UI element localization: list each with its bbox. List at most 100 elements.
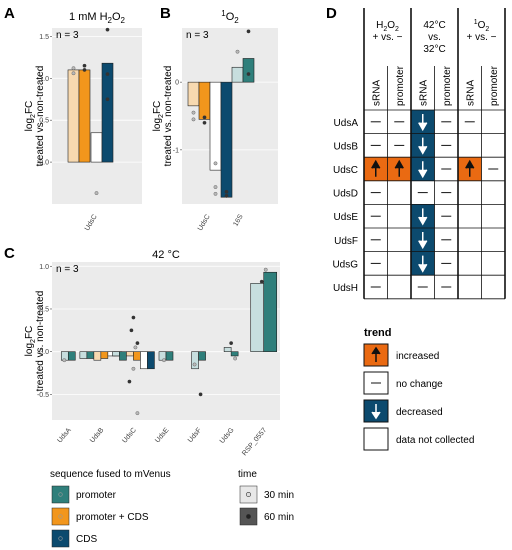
arrow-down-icon <box>418 161 428 179</box>
y-tick-label: 0 <box>175 80 179 87</box>
bar <box>209 81 222 171</box>
arrow-down-icon <box>418 208 428 226</box>
legend-key-promoter <box>51 485 70 504</box>
table-col-label: sRNA <box>418 80 429 106</box>
bar <box>79 351 88 359</box>
bar <box>230 351 239 357</box>
bar <box>220 81 233 198</box>
data-point <box>82 68 87 72</box>
legend-key-dot <box>246 491 252 497</box>
data-point <box>162 358 166 363</box>
table-header-line: 1O2 <box>474 19 490 33</box>
bar <box>198 81 211 120</box>
bar <box>223 347 232 352</box>
table-row-label: UdsD <box>333 189 358 200</box>
bar <box>78 69 91 163</box>
trend-legend-label: decreased <box>396 407 443 418</box>
data-point <box>202 115 207 120</box>
table-header-line: H2O2 <box>376 20 399 33</box>
data-point <box>135 341 140 345</box>
data-point <box>105 72 110 76</box>
legends: sequence fused to mVenus promoter promoter… <box>50 469 294 548</box>
data-point <box>94 191 99 195</box>
chart-a: 1 mM H2O2 log2FC treated vs. non-treated0.… <box>24 11 142 232</box>
data-point <box>259 279 264 284</box>
bar <box>165 351 174 361</box>
arrow-up-icon <box>465 159 475 177</box>
arrow-down-icon <box>371 404 381 420</box>
table-col-label: sRNA <box>465 80 476 106</box>
data-point <box>263 267 268 272</box>
data-point <box>246 72 251 76</box>
data-point <box>82 63 87 68</box>
y-tick-label: 1.0 <box>39 76 49 83</box>
bar <box>187 81 200 107</box>
table-col-label: promoter <box>442 65 453 106</box>
legend-key-dot <box>58 536 63 541</box>
legend-label-time-60: 60 min <box>264 512 294 523</box>
data-point <box>131 315 136 320</box>
bar <box>90 132 103 163</box>
data-point <box>202 120 207 125</box>
legend-title-time: time <box>238 469 257 480</box>
n-annotation: n = 3 <box>56 30 79 41</box>
chart-b: 1O2 log2FC treated vs. non-treated-1 0 n = 3… <box>152 9 278 232</box>
table-row-label: UdsC <box>333 165 358 176</box>
data-point <box>213 161 218 166</box>
table-row-label: UdsG <box>332 259 358 270</box>
table-header-line: 32°C <box>423 44 445 55</box>
panel-letter-d: D <box>326 5 337 22</box>
table-header-line: 42°C <box>423 20 445 31</box>
table-header-line: + vs. − <box>372 32 402 43</box>
data-point <box>235 49 240 54</box>
data-point <box>105 97 110 102</box>
table-col-label: sRNA <box>371 80 382 106</box>
panel-letter-b: B <box>160 5 171 22</box>
y-axis-label-2: treated vs. non-treated <box>35 291 46 392</box>
bar <box>86 351 95 359</box>
arrow-down-icon <box>418 255 428 273</box>
table-row-label: UdsA <box>334 118 359 129</box>
plot-background <box>52 28 142 204</box>
bar <box>112 351 120 357</box>
data-point <box>71 71 76 76</box>
legend-key-dot <box>246 513 252 519</box>
data-point <box>131 366 136 371</box>
data-point <box>233 356 237 361</box>
trend-legend-label: increased <box>396 351 439 362</box>
table-header-line: vs. <box>428 32 441 43</box>
legend-title-fused: sequence fused to mVenus <box>50 469 171 480</box>
x-tick-label: UdsA <box>56 427 73 445</box>
bar <box>250 283 265 352</box>
data-point <box>213 185 218 189</box>
bar <box>242 58 255 83</box>
x-tick-label: UdsF <box>187 427 203 444</box>
arrow-up-icon <box>371 159 381 177</box>
arrow-down-icon <box>418 114 428 132</box>
x-tick-label: UdsB <box>89 427 106 445</box>
plot-background <box>52 262 280 420</box>
y-tick-label: 0.5 <box>39 306 49 313</box>
bar <box>67 69 80 163</box>
n-annotation: n = 3 <box>56 264 79 275</box>
legend-label-time-30: 30 min <box>264 490 294 501</box>
arrow-up-icon <box>371 346 381 362</box>
legend-key-promcds <box>51 507 70 526</box>
panel-letter-a: A <box>4 5 15 22</box>
data-point <box>62 358 67 363</box>
data-point <box>198 392 203 397</box>
chart-c: 42 °C log2FC treated vs. non-treated 1.0 0.5… <box>24 249 280 457</box>
table-col-label: promoter <box>395 65 406 106</box>
chart-title: 1O2 <box>221 9 239 25</box>
bar <box>93 351 102 361</box>
y-axis-label-2: treated vs. non-treated <box>35 66 46 167</box>
bar <box>67 351 76 361</box>
y-axis-label: log2FC <box>152 101 165 132</box>
y-tick-label: 1.0 <box>39 264 49 271</box>
chart-title: 42 °C <box>152 249 180 261</box>
legend-key-cds <box>51 529 70 548</box>
panel-letter-c: C <box>4 245 15 262</box>
y-axis-label: log2FC <box>24 326 37 357</box>
data-point <box>192 362 197 367</box>
